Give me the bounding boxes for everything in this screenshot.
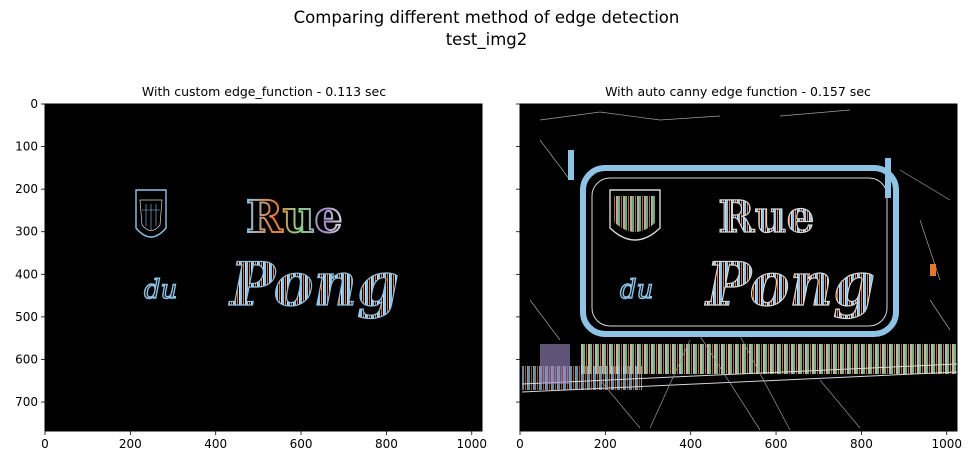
right-x-tick-label: 800 <box>850 437 873 451</box>
right-x-tick-label: 200 <box>594 437 617 451</box>
left-y-tick-label: 300 <box>15 225 38 239</box>
left-y-tick-label: 100 <box>15 140 38 154</box>
right-sign-border <box>580 165 899 337</box>
left-y-tick-label: 500 <box>15 310 38 324</box>
right-x-ticks: 0 200 400 600 800 1000 <box>516 431 962 451</box>
right-image-content: Rue du Pong <box>521 109 958 431</box>
left-word-du: du <box>144 275 177 305</box>
right-x-tick-label: 0 <box>516 437 524 451</box>
left-y-tick-label: 700 <box>15 395 38 409</box>
left-y-tick-label: 600 <box>15 352 38 366</box>
left-shield-inner <box>139 199 163 231</box>
right-orange-mark <box>930 264 936 276</box>
left-x-tick-label: 1000 <box>456 437 487 451</box>
left-y-tick-label: 400 <box>15 267 38 281</box>
left-x-tick-label: 600 <box>290 437 313 451</box>
left-shield-lines <box>142 204 160 230</box>
left-axes-title: With custom edge_function - 0.113 sec <box>142 84 386 99</box>
left-word-pong: Pong <box>228 250 399 320</box>
left-x-tick-label: 200 <box>119 437 142 451</box>
left-y-tick-label: 0 <box>30 97 38 111</box>
right-post-left <box>568 150 574 180</box>
right-bottom-band <box>580 344 957 374</box>
left-y-tick-label: 200 <box>15 182 38 196</box>
left-image-content: Rue du Pong <box>135 189 400 321</box>
right-word-du: du <box>620 275 653 305</box>
right-x-tick-label: 400 <box>679 437 702 451</box>
right-background-edges <box>529 109 951 341</box>
left-x-ticks: 0 200 400 600 800 1000 <box>41 431 487 451</box>
left-axes: With custom edge_function - 0.113 sec Ru… <box>15 84 487 451</box>
left-y-ticks: 0 100 200 300 400 500 600 700 <box>15 97 45 409</box>
right-word-pong: Pong <box>704 250 875 320</box>
figure-title-line1: Comparing different method of edge detec… <box>293 8 680 27</box>
right-ground-lines <box>599 335 861 431</box>
left-x-tick-label: 400 <box>204 437 227 451</box>
left-x-tick-label: 800 <box>375 437 398 451</box>
left-x-tick-label: 0 <box>41 437 49 451</box>
right-y-ticks <box>516 103 520 403</box>
right-sign-inner-border <box>591 177 888 327</box>
figure-title-line2: test_img2 <box>445 30 528 49</box>
right-word-rue: Rue <box>718 192 815 243</box>
right-shield-shape <box>609 189 661 241</box>
right-post-right <box>885 158 891 198</box>
right-shield-fill <box>614 196 656 232</box>
left-image-frame <box>44 103 483 432</box>
right-diagonal-rails <box>521 363 958 393</box>
right-axes-title: With auto canny edge function - 0.157 se… <box>605 84 871 99</box>
left-word-rue: Rue <box>246 192 343 243</box>
left-shield-shape <box>135 189 167 238</box>
right-x-tick-label: 600 <box>765 437 788 451</box>
right-axes: With auto canny edge function - 0.157 se… <box>516 84 962 451</box>
right-purple-patch <box>540 344 570 384</box>
right-x-tick-label: 1000 <box>931 437 962 451</box>
